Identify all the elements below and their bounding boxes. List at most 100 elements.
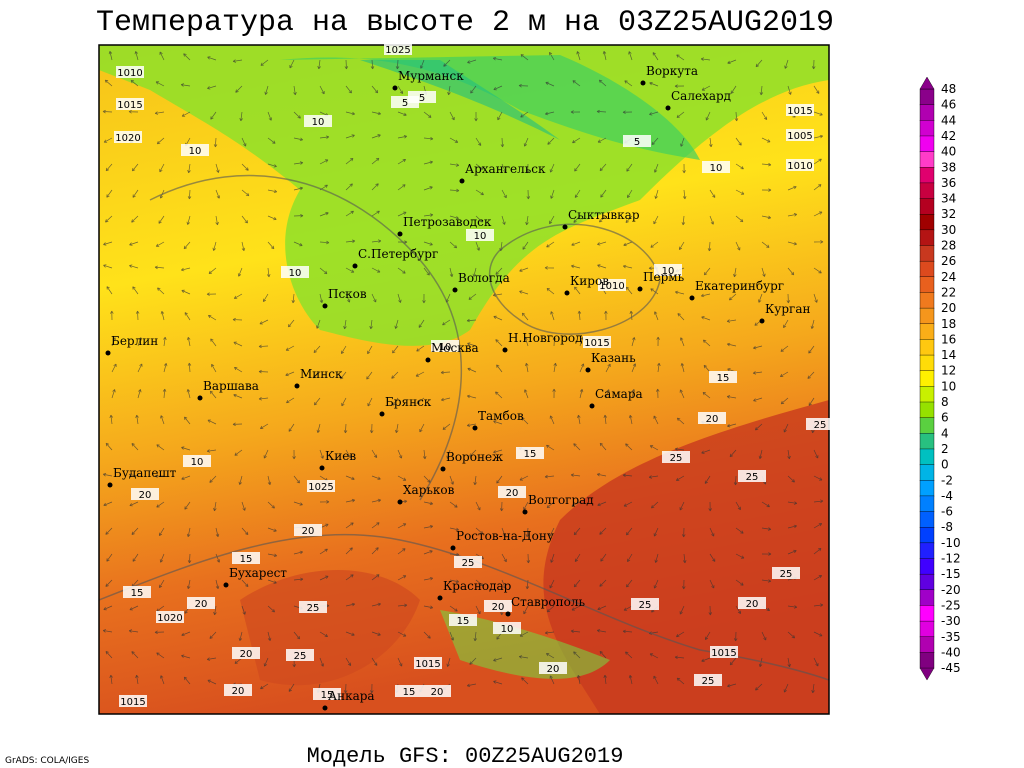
wind-arrow xyxy=(708,501,712,512)
colorbar-bottom-end xyxy=(919,667,935,681)
city-label: Архангельск xyxy=(465,162,546,176)
wind-arrow xyxy=(134,51,139,61)
wind-arrow xyxy=(545,81,555,87)
wind-arrow xyxy=(466,423,477,427)
contour-label: 25 xyxy=(307,603,320,614)
contour-label-box xyxy=(710,646,738,658)
wind-arrow xyxy=(475,137,482,146)
wind-arrow xyxy=(679,605,685,615)
wind-arrow xyxy=(258,397,269,401)
wind-arrow xyxy=(735,553,745,559)
wind-arrow xyxy=(135,310,140,321)
wind-arrow xyxy=(215,527,220,537)
wind-arrow xyxy=(519,631,529,637)
wind-arrow xyxy=(552,336,557,347)
colorbar-band xyxy=(919,229,935,247)
wind-arrow xyxy=(183,676,191,685)
wind-arrow xyxy=(371,449,378,458)
wind-arrow xyxy=(156,652,165,659)
wind-arrow xyxy=(345,547,353,555)
city-label: Екатеринбург xyxy=(695,279,784,293)
contour-label-box xyxy=(493,622,521,634)
wind-arrow xyxy=(319,159,329,165)
contour-label-box xyxy=(304,115,332,127)
city-dot xyxy=(319,465,325,471)
contour-label: 25 xyxy=(702,676,715,687)
colorbar-label: 28 xyxy=(941,239,956,253)
wind-arrow xyxy=(682,163,686,174)
colorbar-label: -45 xyxy=(941,661,961,675)
wind-arrow xyxy=(293,475,300,484)
colorbar-band xyxy=(919,339,935,356)
wind-arrow xyxy=(573,651,581,659)
colorbar-label: -8 xyxy=(941,520,953,534)
wind-arrow xyxy=(475,579,484,587)
wind-arrow xyxy=(623,501,633,507)
wind-arrow xyxy=(813,631,823,637)
wind-arrow xyxy=(129,241,139,246)
contour-label: 15 xyxy=(403,687,416,698)
wind-arrow xyxy=(474,111,478,122)
contour-label-box xyxy=(631,598,659,610)
contour-label-box xyxy=(698,412,726,424)
wind-arrow xyxy=(758,293,763,303)
wind-arrow xyxy=(371,602,381,607)
wind-arrow xyxy=(813,184,822,191)
wind-arrow xyxy=(466,318,477,323)
city-dot xyxy=(640,80,646,86)
wind-arrow xyxy=(345,267,355,273)
contour-label: 20 xyxy=(195,599,208,610)
wind-arrow xyxy=(313,397,321,406)
wind-arrow xyxy=(810,319,815,329)
wind-arrow xyxy=(786,293,791,304)
map-field xyxy=(99,45,829,714)
wind-arrow xyxy=(286,397,295,404)
wind-arrow xyxy=(521,677,529,685)
wind-arrow xyxy=(622,629,633,634)
colorbar-band xyxy=(919,558,935,575)
wind-arrow xyxy=(651,137,659,146)
wind-arrow xyxy=(623,241,633,247)
wind-arrow xyxy=(501,553,507,563)
colorbar-band xyxy=(919,464,935,481)
wind-arrow xyxy=(758,657,763,668)
contour-label: 1020 xyxy=(115,133,140,144)
wind-arrow xyxy=(625,527,633,536)
wind-arrow xyxy=(423,213,434,217)
contour-label-box xyxy=(232,647,260,659)
contour-label: 20 xyxy=(706,414,719,425)
wind-arrow xyxy=(371,85,379,94)
mountain-cool xyxy=(440,610,610,679)
wind-arrow xyxy=(787,631,796,639)
wind-arrow xyxy=(109,414,113,425)
wind-arrow xyxy=(369,423,374,434)
wind-arrow xyxy=(422,293,426,304)
wind-arrow xyxy=(518,655,529,659)
contour-label: 1015 xyxy=(117,100,142,111)
wind-arrow xyxy=(154,265,165,270)
wind-arrow xyxy=(208,267,217,275)
wind-arrow xyxy=(183,241,191,250)
colorbar-top-end xyxy=(919,76,935,90)
wind-arrow xyxy=(371,239,382,243)
wind-arrow xyxy=(394,319,399,329)
wind-arrow xyxy=(572,137,581,144)
colorbar-label: -35 xyxy=(941,630,961,644)
contour-label: 20 xyxy=(746,599,759,610)
wind-arrow xyxy=(267,527,277,532)
wind-arrow xyxy=(184,312,191,321)
city-dot xyxy=(440,466,446,472)
wind-arrow xyxy=(811,683,815,694)
wind-arrow xyxy=(813,85,820,94)
wind-arrow xyxy=(371,267,381,273)
wind-arrow xyxy=(131,651,139,659)
wind-arrow xyxy=(345,475,355,481)
wind-arrow xyxy=(631,337,636,347)
wind-arrow xyxy=(258,344,269,349)
wind-arrow xyxy=(704,631,711,640)
colorbar-label: 48 xyxy=(941,82,956,96)
wind-arrow xyxy=(267,605,275,613)
wind-arrow xyxy=(392,397,399,406)
city-label: Варшава xyxy=(203,379,259,393)
colorbar-band xyxy=(919,386,935,403)
